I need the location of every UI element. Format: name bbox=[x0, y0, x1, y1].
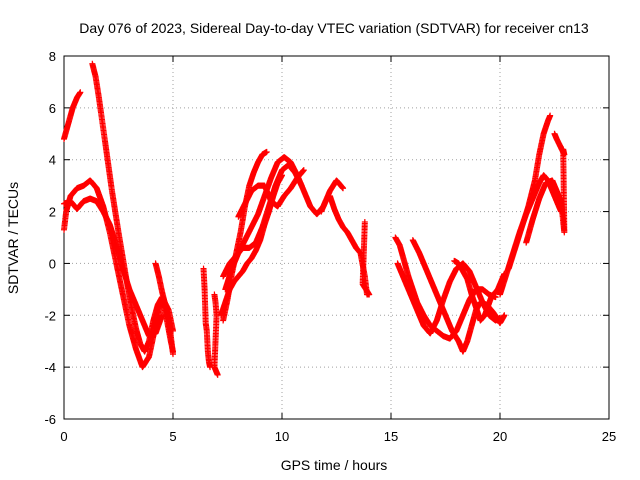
x-tick-label: 15 bbox=[384, 429, 398, 444]
series-track-q bbox=[451, 257, 508, 324]
y-tick-label: 6 bbox=[49, 101, 56, 116]
y-tick-label: -6 bbox=[44, 412, 56, 427]
series-track-e bbox=[152, 260, 176, 358]
y-tick-label: 4 bbox=[49, 153, 56, 168]
data-point bbox=[551, 130, 558, 137]
x-tick-label: 20 bbox=[493, 429, 507, 444]
y-tick-label: -4 bbox=[44, 360, 56, 375]
series-track-g bbox=[211, 291, 221, 378]
x-tick-label: 25 bbox=[602, 429, 616, 444]
data-point bbox=[501, 312, 508, 319]
y-tick-label: 2 bbox=[49, 205, 56, 220]
data-point bbox=[547, 112, 554, 119]
data-point bbox=[263, 148, 270, 155]
data-point bbox=[300, 167, 307, 174]
series-track-l bbox=[217, 172, 285, 319]
data-point bbox=[77, 89, 84, 96]
series-track-b bbox=[61, 89, 84, 142]
data-point bbox=[361, 218, 368, 225]
x-tick-label: 10 bbox=[275, 429, 289, 444]
data-point bbox=[298, 182, 305, 189]
axis-ticks: 0 5 10 15 20 25 -6 -4 -2 0 2 4 6 8 bbox=[44, 49, 616, 444]
plot-frame bbox=[63, 55, 610, 420]
series-track-t bbox=[523, 130, 568, 246]
series-track-s bbox=[505, 112, 554, 272]
series-track-m bbox=[318, 193, 373, 298]
y-tick-label: -2 bbox=[44, 308, 56, 323]
x-tick-label: 5 bbox=[169, 429, 176, 444]
series-track-j bbox=[220, 161, 305, 280]
data-point bbox=[340, 185, 347, 192]
data-point bbox=[279, 172, 285, 179]
series-track-d bbox=[61, 195, 166, 340]
y-axis-label: SDTVAR / TECUs bbox=[5, 182, 21, 294]
data-point bbox=[159, 312, 166, 319]
data-point bbox=[214, 371, 221, 378]
data-points bbox=[61, 60, 568, 378]
chart-title: Day 076 of 2023, Sidereal Day-to-day VTE… bbox=[79, 20, 589, 36]
series-track-f bbox=[200, 265, 214, 371]
x-tick-label: 0 bbox=[60, 429, 67, 444]
x-axis-label: GPS time / hours bbox=[281, 457, 388, 473]
y-tick-label: 8 bbox=[49, 49, 56, 64]
data-point bbox=[170, 351, 176, 358]
y-tick-label: 0 bbox=[49, 256, 56, 271]
